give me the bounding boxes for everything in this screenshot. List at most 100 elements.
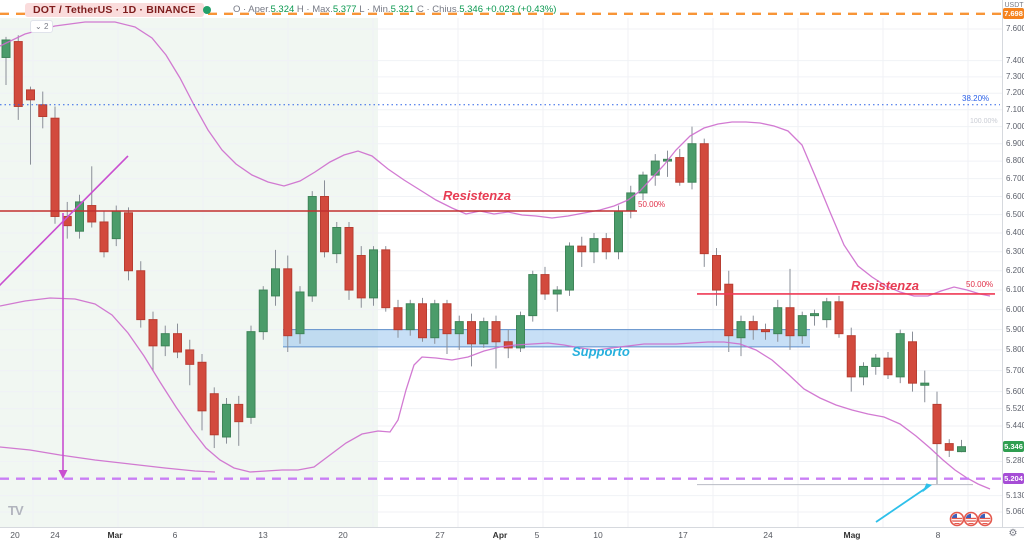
candle: [381, 249, 391, 309]
flag-icon: [977, 511, 993, 527]
time-tick: Apr: [492, 530, 508, 540]
label-resistenza2[interactable]: Resistenza: [851, 278, 919, 293]
support-zone[interactable]: [283, 329, 810, 348]
candle: [528, 274, 538, 317]
candle: [454, 321, 464, 335]
bollinger-lower-band-2: [0, 446, 216, 473]
price-label: 7.200: [1006, 88, 1024, 98]
candle: [160, 333, 170, 347]
candle: [87, 205, 97, 223]
axis-unit-label: USDT: [1004, 2, 1024, 9]
time-tick: 10: [593, 530, 603, 540]
candle: [920, 382, 930, 386]
time-tick: 13: [258, 530, 268, 540]
candle: [271, 268, 280, 297]
candle: [601, 238, 611, 253]
candle: [1, 39, 11, 58]
time-tick: 17: [678, 530, 688, 540]
candle: [736, 321, 746, 339]
time-tick: 20: [10, 530, 20, 540]
time-tick: 8: [935, 530, 941, 540]
tradingview-logo[interactable]: TV: [8, 503, 24, 518]
candle: [222, 403, 231, 438]
price-label: 5.130: [1006, 490, 1024, 500]
symbol-title[interactable]: DOT / TetherUS · 1D · BINANCE: [25, 3, 204, 17]
time-axis[interactable]: 20 24 Mar 6 13 20 27 Apr 5 10 17 24 Mag 8: [0, 527, 1024, 541]
price-label: 6.300: [1006, 246, 1024, 256]
candle: [307, 196, 317, 297]
candle: [785, 307, 795, 337]
price-label: 7.600: [1006, 24, 1024, 33]
flag-icon: [949, 511, 965, 527]
candle: [38, 104, 48, 118]
candle: [834, 301, 844, 335]
candle: [258, 289, 268, 333]
candle: [650, 160, 660, 176]
bollinger-lower-band: [0, 297, 991, 490]
candle: [467, 321, 476, 345]
candle: [687, 143, 697, 183]
high-value: 5.377: [332, 4, 357, 15]
candle: [75, 201, 84, 232]
price-label: 5.520: [1006, 403, 1024, 413]
candle: [748, 321, 758, 331]
label-fib_38_20: 38.20%: [962, 94, 990, 103]
price-axis[interactable]: USDT 7.600 7.400 7.300 7.200 7.100 7.000 6.900…: [1002, 0, 1024, 527]
price-label: 6.600: [1006, 191, 1024, 201]
label-supporto[interactable]: Supporto: [572, 344, 630, 359]
price-label: 7.100: [1006, 104, 1024, 114]
price-label: 5.700: [1006, 365, 1024, 375]
time-tick: 27: [435, 530, 445, 540]
candle: [26, 89, 35, 101]
candle: [173, 333, 182, 353]
trendline: [0, 155, 129, 287]
candle: [13, 41, 23, 107]
time-tick: 6: [172, 530, 178, 540]
candle: [908, 341, 917, 384]
candle: [822, 301, 832, 321]
open-label: O · Aper.: [233, 4, 271, 15]
price-label: 6.500: [1006, 209, 1024, 219]
support-level-badge: 5.204: [1003, 473, 1024, 485]
price-label: 6.400: [1006, 228, 1024, 238]
close-label: C · Chius.: [416, 4, 460, 15]
candle: [405, 303, 415, 331]
open-value: 5.324: [270, 4, 295, 15]
price-label: 6.800: [1006, 156, 1024, 166]
alert-level-badge: 7.698: [1003, 8, 1024, 20]
candle: [944, 443, 954, 451]
candle: [344, 226, 354, 291]
time-tick: Mar: [107, 530, 123, 540]
candle: [124, 212, 133, 272]
settings-gear-icon[interactable]: ⚙: [1008, 528, 1018, 539]
candle: [883, 357, 893, 376]
candle: [320, 196, 329, 253]
vertical-arrow: [58, 213, 68, 479]
candle: [332, 226, 342, 255]
price-label: 6.200: [1006, 265, 1024, 275]
candle: [246, 331, 256, 418]
candle: [957, 446, 966, 453]
candle: [148, 319, 158, 347]
candle: [577, 245, 587, 253]
candle: [871, 357, 881, 367]
candle: [846, 335, 856, 378]
indicator-collapse-button[interactable]: ⌄ 2: [30, 20, 54, 33]
candle: [516, 315, 525, 349]
label-resistenza1[interactable]: Resistenza: [443, 188, 511, 203]
candle: [797, 315, 807, 337]
price-label: 6.900: [1006, 138, 1024, 148]
label-fib_50_a: 50.00%: [638, 200, 666, 209]
close-value: 5.346: [459, 4, 483, 15]
candle: [699, 143, 709, 255]
label-fib_50_b: 50.00%: [966, 280, 994, 289]
market-open-dot-icon: [203, 6, 211, 14]
low-value: 5.321: [390, 4, 415, 15]
candle: [283, 268, 293, 337]
price-label: 5.900: [1006, 324, 1024, 334]
time-tick: 24: [50, 530, 60, 540]
price-label: 5.600: [1006, 386, 1024, 396]
candle: [895, 333, 905, 378]
